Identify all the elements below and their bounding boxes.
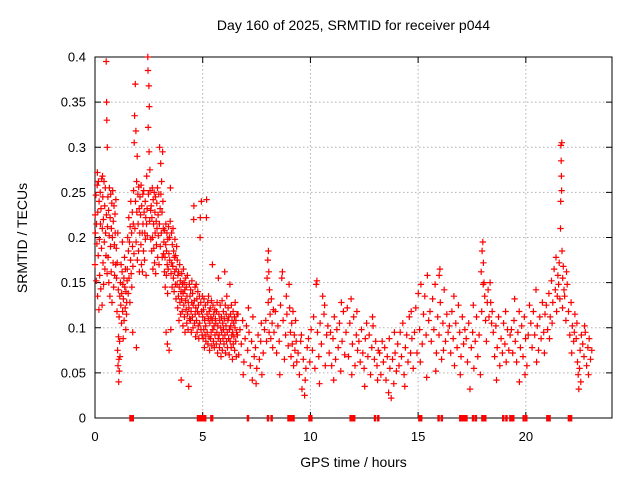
zero-value-marker	[373, 415, 377, 422]
zero-value-marker	[546, 415, 549, 422]
zero-value-marker	[246, 415, 250, 422]
x-tick-label: 10	[303, 429, 317, 444]
zero-value-marker	[129, 415, 134, 422]
chart-title: Day 160 of 2025, SRMTID for receiver p04…	[216, 17, 491, 33]
zero-value-marker	[525, 415, 528, 422]
zero-value-marker	[509, 415, 515, 422]
zero-value-marker	[437, 415, 440, 422]
zero-value-marker	[287, 415, 295, 422]
y-tick-label: 0.1	[68, 320, 86, 335]
zero-value-marker	[481, 415, 487, 422]
y-tick-label: 0.05	[61, 365, 86, 380]
x-tick-label: 15	[411, 429, 425, 444]
zero-value-marker	[505, 415, 508, 422]
y-tick-label: 0.4	[68, 50, 86, 65]
zero-value-marker	[522, 415, 525, 422]
zero-value-marker	[266, 415, 270, 422]
zero-value-marker	[440, 415, 444, 422]
x-tick-label: 20	[519, 429, 533, 444]
zero-value-marker	[471, 415, 475, 422]
zero-value-marker	[418, 415, 423, 422]
zero-value-marker	[349, 415, 356, 422]
zero-value-marker	[501, 415, 505, 422]
y-tick-label: 0.3	[68, 140, 86, 155]
y-tick-label: 0.25	[61, 185, 86, 200]
data-points	[91, 53, 595, 402]
x-tick-label: 0	[91, 429, 98, 444]
zero-value-marker	[567, 415, 571, 422]
zero-value-marker	[548, 415, 551, 422]
zero-value-marker	[474, 415, 478, 422]
zero-value-marker	[270, 415, 273, 422]
zero-value-marker	[459, 415, 468, 422]
zero-value-marker	[377, 415, 380, 422]
zero-value-marker	[569, 415, 573, 422]
x-axis-label: GPS time / hours	[300, 454, 407, 470]
zero-value-marker	[210, 415, 214, 422]
y-tick-label: 0.2	[68, 230, 86, 245]
y-tick-label: 0.15	[61, 275, 86, 290]
y-tick-label: 0	[79, 411, 86, 426]
zero-value-marker	[308, 415, 313, 422]
y-tick-label: 0.35	[61, 95, 86, 110]
zero-value-marker	[196, 415, 207, 422]
x-tick-label: 5	[199, 429, 206, 444]
